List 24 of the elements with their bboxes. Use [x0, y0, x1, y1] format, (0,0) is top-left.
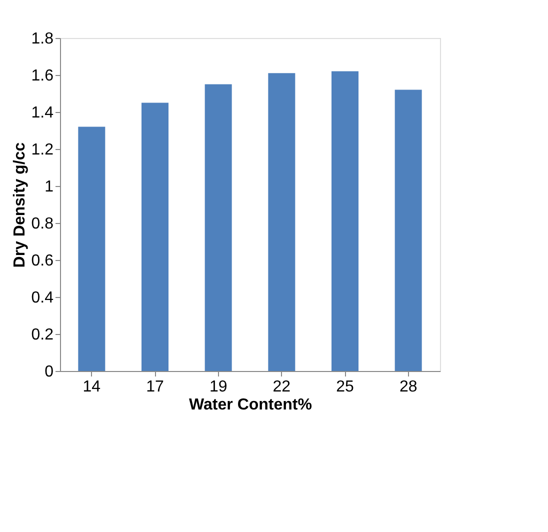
y-axis-title: Dry Density g/cc [11, 142, 28, 268]
bar [268, 73, 296, 371]
y-tick-label: 1.4 [31, 104, 54, 122]
x-axis-title: Water Content% [189, 396, 312, 414]
y-tick-label: 1.6 [31, 68, 54, 84]
x-tick-label: 17 [146, 378, 164, 396]
x-tick-label: 22 [272, 378, 291, 396]
y-tick-label: 0.6 [31, 252, 54, 270]
y-tick-label: 0.2 [31, 326, 54, 344]
bar [394, 90, 422, 371]
y-tick-label: 1.8 [31, 30, 54, 48]
y-tick-label: 1 [44, 178, 54, 196]
bar [142, 102, 168, 371]
y-tick-label: 0.8 [31, 216, 54, 232]
y-tick-label: 0 [44, 364, 54, 380]
x-tick-label: 25 [336, 378, 354, 396]
x-tick-label: 28 [399, 378, 418, 396]
y-tick-label: 0.4 [31, 290, 54, 306]
bar [78, 126, 106, 371]
x-tick-label: 14 [82, 378, 101, 396]
bar [332, 71, 358, 371]
x-tick-label: 19 [209, 378, 228, 396]
y-tick-label: 1.2 [31, 142, 54, 158]
bar [204, 84, 232, 371]
